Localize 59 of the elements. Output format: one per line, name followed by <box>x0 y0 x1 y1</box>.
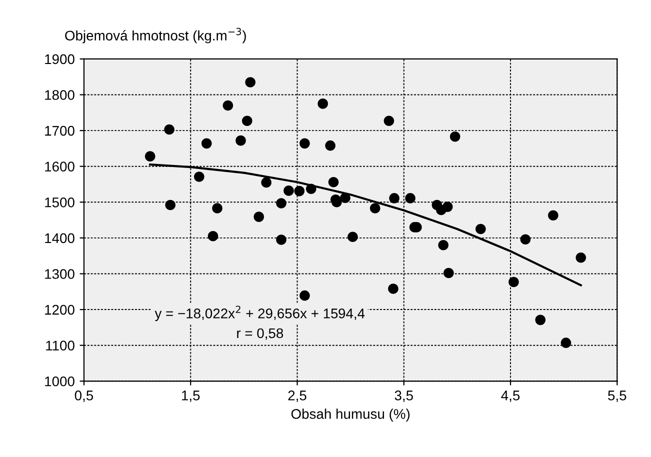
x-tick-label: 2,5 <box>288 390 306 402</box>
point <box>245 77 256 88</box>
point <box>384 116 394 126</box>
point <box>242 116 252 126</box>
point <box>560 338 572 348</box>
point <box>165 200 176 210</box>
point <box>144 151 156 162</box>
point <box>405 193 416 204</box>
point <box>300 290 310 301</box>
y-tick-label: 1800 <box>45 90 74 100</box>
point <box>164 124 174 135</box>
point <box>294 186 305 196</box>
y-tick-label: 1000 <box>45 376 74 386</box>
x-tick-label: 1,5 <box>182 390 200 402</box>
y-tick-label: 1900 <box>45 54 74 64</box>
point <box>194 172 204 182</box>
point <box>276 198 286 208</box>
point <box>208 231 218 242</box>
point <box>388 284 398 294</box>
point <box>276 234 286 245</box>
x-axis-title: Obsah humusu (%) <box>291 408 410 422</box>
point <box>548 210 558 221</box>
point <box>261 177 272 188</box>
point <box>201 138 212 149</box>
x-tick-label: 3,5 <box>394 390 413 402</box>
y-tick-label: 1400 <box>45 233 74 244</box>
point <box>450 131 460 142</box>
point <box>300 138 310 149</box>
point <box>442 202 453 212</box>
y-tick-label: 1600 <box>45 162 74 172</box>
point <box>318 98 328 109</box>
point <box>254 212 264 222</box>
point <box>325 140 336 151</box>
point <box>370 203 380 214</box>
point <box>438 240 448 250</box>
point <box>520 234 531 245</box>
x-tick-label: 4,5 <box>501 390 520 402</box>
annotation: r = 0,58 <box>237 328 284 340</box>
point <box>284 186 294 196</box>
point <box>389 193 400 204</box>
point <box>535 314 546 326</box>
point <box>236 135 246 146</box>
point <box>212 203 222 214</box>
point <box>476 224 486 234</box>
x-tick-label: 5,5 <box>608 390 626 402</box>
y-tick-label: 1100 <box>46 340 74 351</box>
y-tick-label: 1700 <box>45 126 74 136</box>
y-tick-label: 1300 <box>45 269 74 279</box>
point <box>348 232 358 242</box>
point <box>508 276 519 288</box>
y-axis-title: Objemová hmotnost (kg.m$^{−3}$) <box>65 28 246 44</box>
y-tick-label: 1200 <box>45 304 74 315</box>
y-tick-label: 1500 <box>45 197 74 208</box>
point <box>222 100 234 111</box>
point <box>328 176 339 188</box>
point <box>444 268 454 278</box>
x-tick-label: 0,5 <box>74 390 94 402</box>
annotation: y = −18,022x$^{2}$ + 29,656x + 1594,4 <box>154 306 365 322</box>
point <box>576 252 586 263</box>
